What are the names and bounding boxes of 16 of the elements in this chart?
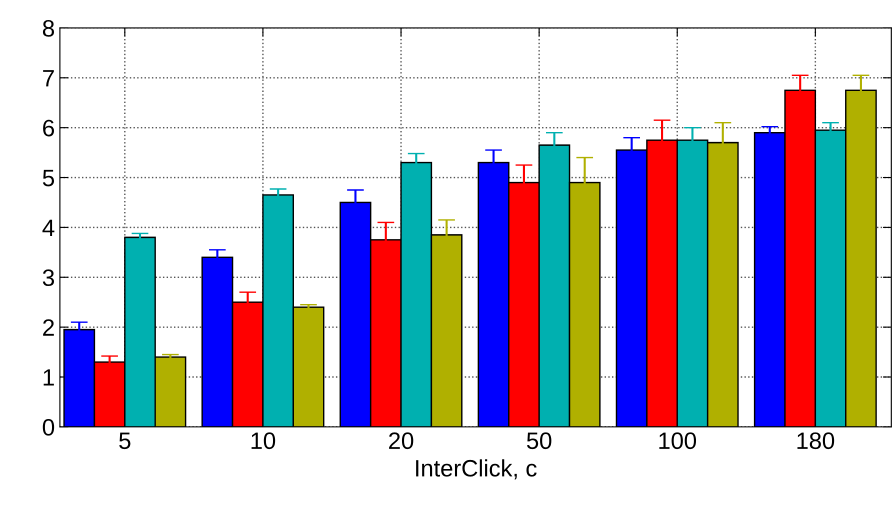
y-tick-label: 8 [42,20,54,37]
y-tick-label: 4 [42,220,54,236]
y-tick-label: 3 [42,269,54,286]
x-tick-label: 20 [389,432,414,450]
y-tick-label: 1 [44,369,54,386]
x-axis-title: InterClick, c [416,459,537,480]
x-tick-label: 100 [659,432,696,450]
y-tick-label: 6 [43,120,54,136]
y-tick-label: 2 [43,319,54,336]
x-tick-label: 5 [119,432,130,450]
x-tick-label: 10 [252,432,276,450]
x-tick-label: 50 [526,432,552,450]
x-tick-label: 180 [797,432,834,450]
y-tick-label: 7 [43,70,54,86]
y-tick-label: 0 [42,418,54,436]
y-tick-label: 5 [42,170,54,186]
